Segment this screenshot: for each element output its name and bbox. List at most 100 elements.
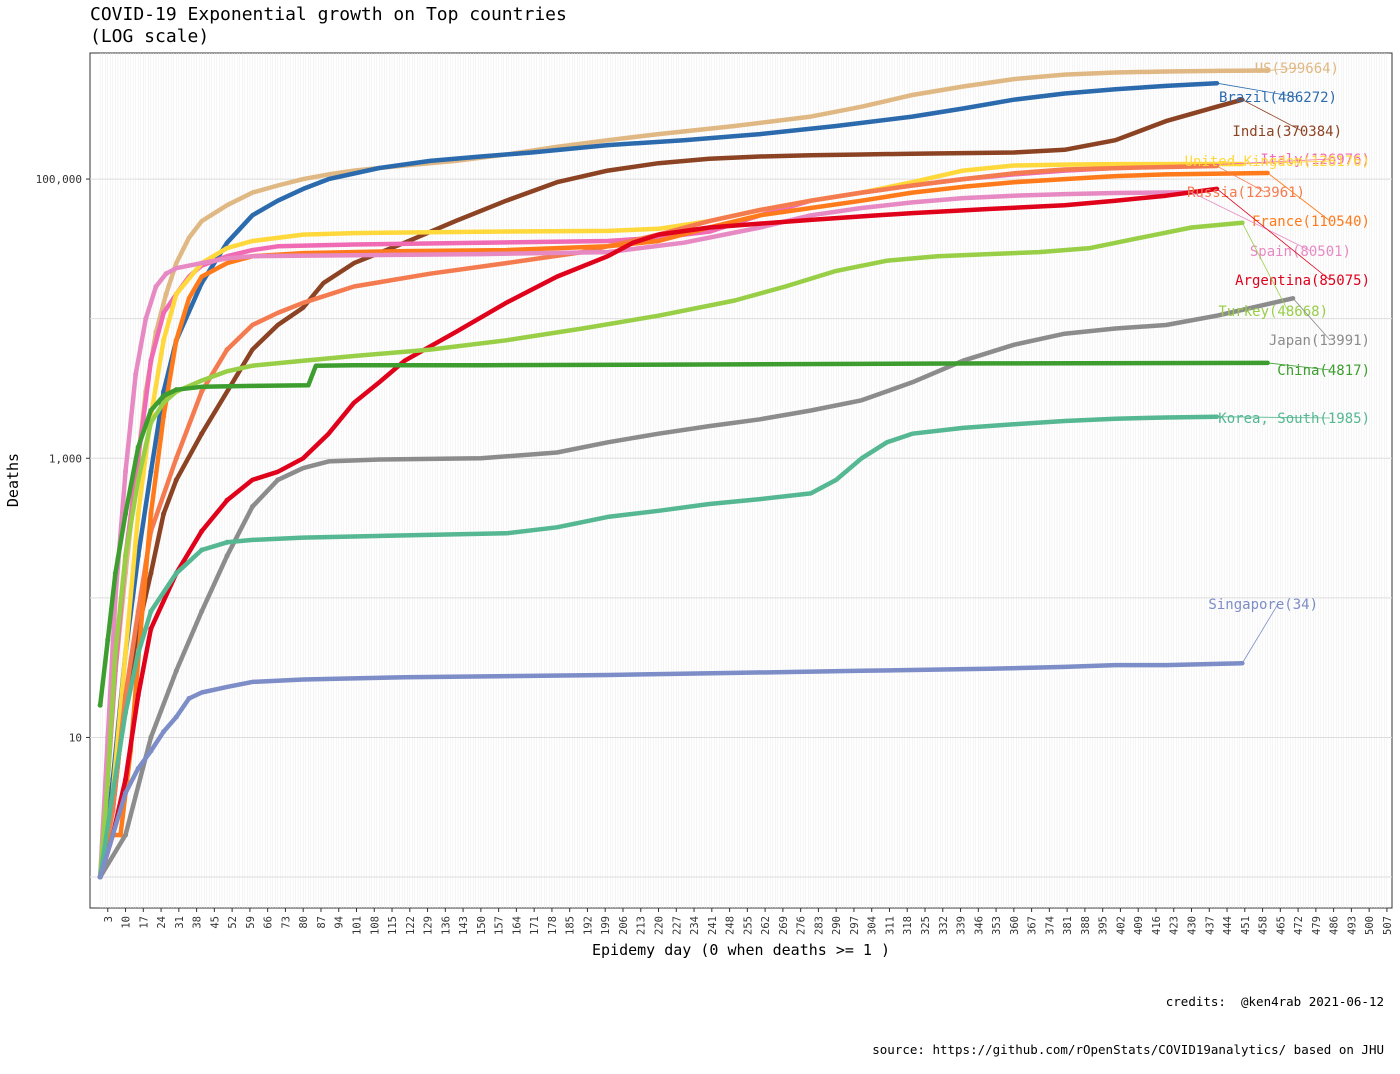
data-point — [161, 413, 167, 419]
y-tick-label: 1,000 — [49, 452, 82, 465]
x-tick-label: 157 — [494, 916, 506, 935]
chart-canvas: US(599664) Brazil(486272) India(370384) Ita… — [4, 52, 1394, 959]
data-point — [135, 692, 141, 698]
series-line — [97, 170, 1270, 880]
x-tick-label: 234 — [689, 916, 701, 935]
x-tick-label: 458 — [1258, 916, 1270, 935]
x-tick-label: 409 — [1133, 916, 1145, 935]
x-tick-label: 199 — [600, 916, 612, 935]
data-point — [148, 511, 154, 517]
label-leader — [1242, 160, 1331, 165]
x-tick-label: 472 — [1293, 916, 1305, 935]
x-tick-label: 241 — [707, 916, 719, 935]
x-tick-label: 101 — [351, 916, 363, 935]
data-point — [173, 455, 179, 461]
chart-title-line2: (LOG scale) — [90, 26, 210, 47]
y-tick-label: 100,000 — [36, 173, 82, 186]
series-label: Spain(80501) — [1250, 244, 1351, 260]
x-tick-label: 269 — [778, 916, 790, 935]
data-point — [123, 710, 129, 716]
x-tick-label: 31 — [174, 916, 186, 929]
data-point — [97, 702, 103, 708]
x-tick-label: 325 — [920, 916, 932, 935]
chart-title-line1: COVID-19 Exponential growth on Top count… — [90, 4, 567, 25]
x-axis-title: Epidemy day (0 when deaths >= 1 ) — [592, 941, 890, 959]
x-tick-label: 416 — [1151, 916, 1163, 935]
data-point — [163, 271, 169, 277]
data-point — [199, 431, 205, 437]
series-label: China(4817) — [1277, 363, 1370, 379]
data-point — [148, 469, 154, 475]
x-tick-label: 297 — [849, 916, 861, 935]
data-point — [161, 729, 167, 735]
x-tick-label: 143 — [458, 916, 470, 935]
data-point — [173, 570, 179, 576]
x-tick-label: 339 — [956, 916, 968, 935]
data-point — [97, 874, 103, 880]
x-tick-label: 129 — [423, 916, 435, 935]
data-point — [161, 310, 167, 316]
data-point — [161, 337, 167, 343]
data-point — [123, 832, 129, 838]
x-tick-label: 220 — [654, 916, 666, 935]
data-point — [148, 570, 154, 576]
x-tick-label: 332 — [938, 916, 950, 935]
data-point — [153, 283, 159, 289]
data-point — [148, 748, 154, 754]
series-line — [97, 414, 1220, 880]
data-point — [110, 790, 116, 796]
x-tick-label: 38 — [192, 916, 204, 929]
x-tick-label: 430 — [1186, 916, 1198, 935]
data-point — [224, 539, 230, 545]
data-point — [148, 358, 154, 364]
y-tick-label: 10 — [69, 731, 82, 744]
series-label: Japan(13991) — [1269, 333, 1370, 349]
x-tick-label: 150 — [476, 916, 488, 935]
x-tick-label: 318 — [902, 916, 914, 935]
data-point — [148, 420, 154, 426]
x-tick-label: 227 — [671, 916, 683, 935]
x-tick-label: 192 — [582, 916, 594, 935]
x-tick-label: 304 — [867, 916, 879, 935]
grid-layer — [90, 53, 1392, 908]
data-point — [123, 511, 129, 517]
data-point — [105, 776, 111, 782]
series-label: Brazil(486272) — [1219, 90, 1337, 106]
label-leader — [1241, 222, 1289, 312]
data-point — [249, 504, 255, 510]
data-point — [173, 291, 179, 297]
data-point — [123, 650, 129, 656]
data-point — [135, 608, 141, 614]
data-point — [199, 528, 205, 534]
series-spain — [97, 189, 1194, 880]
x-tick-label: 164 — [511, 916, 523, 935]
data-point — [199, 389, 205, 395]
x-tick-label: 290 — [831, 916, 843, 935]
x-tick-label: 108 — [369, 916, 381, 935]
credits-line2: source: https://github.com/rOpenStats/CO… — [872, 1042, 1384, 1057]
label-leader — [1241, 603, 1279, 664]
series-label: US(599664) — [1255, 61, 1339, 77]
data-point — [112, 570, 118, 576]
data-point — [224, 347, 230, 353]
series-label: Singapore(34) — [1208, 597, 1318, 613]
series-line — [97, 660, 1245, 880]
data-point — [148, 407, 154, 413]
series-label: Argentina(85075) — [1235, 273, 1370, 289]
x-tick-label: 395 — [1098, 916, 1110, 935]
series-line — [97, 296, 1296, 880]
label-leader — [1216, 416, 1331, 419]
x-tick-label: 367 — [1027, 916, 1039, 935]
series-label: Italy(126976) — [1260, 152, 1370, 168]
x-tick-label: 17 — [138, 916, 150, 929]
data-point — [173, 714, 179, 720]
x-tick-label: 465 — [1275, 916, 1287, 935]
series-label: Turkey(48668) — [1218, 304, 1328, 320]
data-point — [117, 832, 123, 838]
label-leader — [1216, 82, 1298, 98]
x-tick-label: 59 — [245, 916, 257, 929]
x-tick-label: 255 — [742, 916, 754, 935]
series-label: India(370384) — [1232, 124, 1342, 140]
label-leader — [1267, 172, 1331, 222]
data-point — [173, 387, 179, 393]
